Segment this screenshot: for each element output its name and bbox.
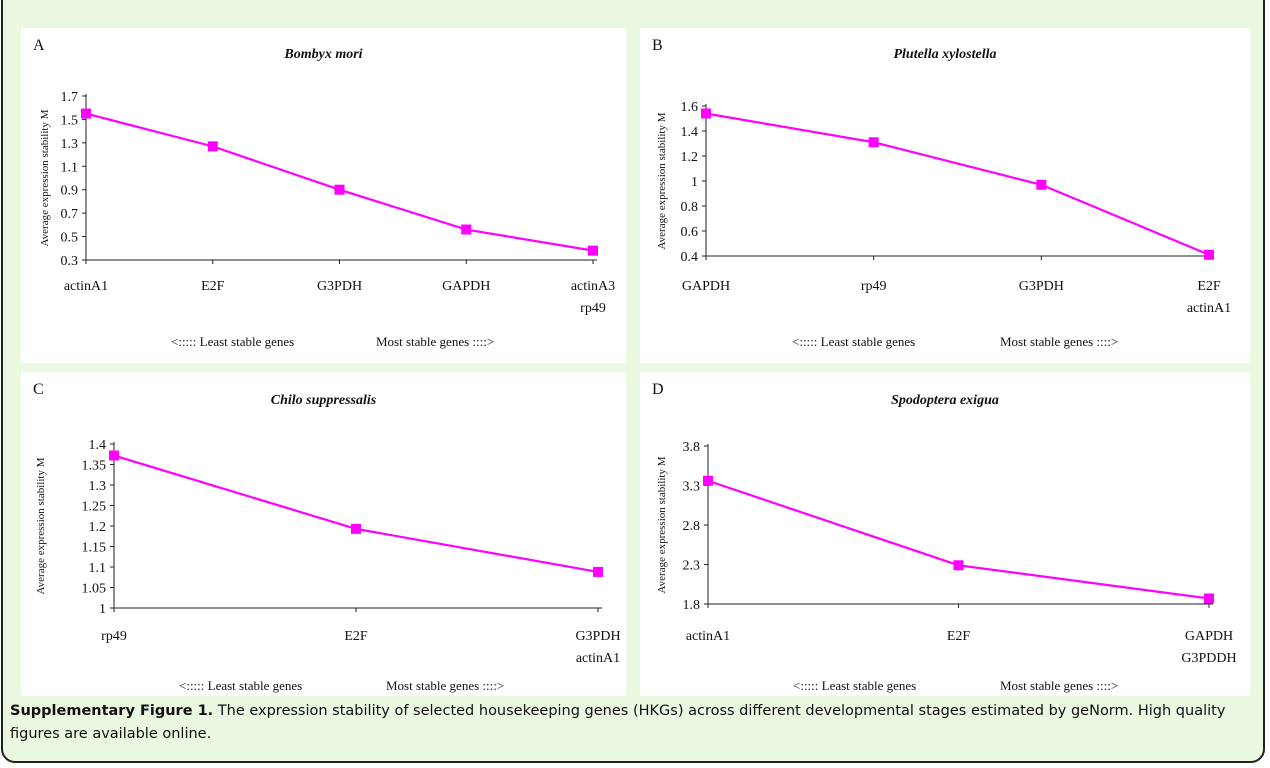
y-tick-label-d: 3.8 (683, 440, 701, 455)
data-point-b (1036, 179, 1047, 190)
most-stable-note-b: Most stable genes ::::> (1000, 334, 1118, 349)
y-axis-label-a: Average expression stability M (39, 109, 51, 246)
data-point-c (593, 566, 603, 577)
most-stable-note-c: Most stable genes ::::> (386, 678, 504, 693)
y-axis-label-c: Average expression stability M (35, 457, 47, 594)
y-tick-label-a: 0.3 (61, 254, 79, 269)
x-category-label-d: G3PDDH (1181, 651, 1236, 666)
chart-b-svg: B Plutella xylostella 0.4 0.6 0.8 1 1.2 1.4 1.6 A… (652, 37, 1231, 349)
y-tick-label-c: 1.3 (89, 479, 107, 494)
data-point-d (953, 560, 964, 571)
least-stable-note-a: <::::: Least stable genes (171, 334, 294, 349)
panel-letter-b: B (652, 37, 663, 54)
chart-panel-c: C Chilo suppressalis 1 1.05 1.1 1.15 1.2 1.25 1.… (21, 372, 626, 696)
x-category-label-b: rp49 (861, 279, 887, 294)
data-point-b (1204, 249, 1214, 260)
x-category-label-b: G3PDH (1019, 279, 1064, 294)
y-tick-label-b: 1.6 (681, 100, 699, 115)
y-tick-label-c: 1.35 (82, 459, 107, 474)
data-point-a (461, 224, 472, 235)
data-point-c (351, 523, 361, 534)
data-point-a (207, 141, 218, 152)
y-tick-label-d: 2.3 (683, 559, 701, 574)
y-tick-label-c: 1.4 (89, 438, 107, 453)
chart-d-svg: D Spodoptera exigua 1.8 2.3 2.8 3.3 3.8 Average… (652, 381, 1237, 693)
x-category-label-a: E2F (201, 279, 225, 294)
caption-label: Supplementary Figure 1. (10, 703, 214, 719)
least-stable-note-d: <::::: Least stable genes (793, 678, 916, 693)
x-category-label-b: actinA1 (1187, 301, 1231, 316)
data-point-a (334, 184, 345, 195)
x-category-label-c: E2F (344, 629, 368, 644)
chart-a-svg: A Bombyx mori 0.3 0.5 0.7 0.9 1.1 1.3 1.5 1.7 Aver… (33, 37, 615, 349)
figure-caption: Supplementary Figure 1. The expression s… (10, 700, 1255, 746)
panel-letter-c: C (33, 381, 44, 398)
most-stable-note-d: Most stable genes ::::> (1000, 678, 1118, 693)
y-tick-label-a: 1.1 (61, 160, 79, 175)
least-stable-note-b: <::::: Least stable genes (792, 334, 915, 349)
data-point-c (109, 450, 119, 461)
x-category-label-a: actinA3 (571, 279, 615, 294)
y-tick-label-c: 1.05 (82, 582, 107, 597)
series-line-a (85, 112, 594, 252)
caption-text: The expression stability of selected hou… (10, 703, 1226, 742)
y-tick-label-d: 3.3 (683, 480, 701, 495)
y-tick-label-c: 1.25 (82, 500, 107, 515)
panel-letter-a: A (33, 37, 45, 54)
data-point-d (703, 475, 713, 486)
y-tick-label-a: 0.9 (61, 184, 79, 199)
chart-title-a: Bombyx mori (283, 47, 362, 62)
most-stable-note-a: Most stable genes ::::> (376, 334, 494, 349)
x-category-label-a: actinA1 (64, 279, 108, 294)
data-point-d (1204, 593, 1214, 604)
y-tick-label-b: 1.4 (681, 125, 699, 140)
y-tick-label-c: 1.1 (89, 561, 107, 576)
x-category-label-a: G3PDH (317, 279, 362, 294)
series-line-b (705, 112, 1210, 256)
chart-panel-b: B Plutella xylostella 0.4 0.6 0.8 1 1.2 1.4 1.6 A… (640, 28, 1250, 363)
y-tick-label-b: 0.8 (681, 200, 699, 215)
y-tick-label-a: 1.5 (61, 113, 79, 128)
y-tick-label-c: 1.2 (89, 520, 107, 535)
x-category-label-a: GAPDH (442, 279, 490, 294)
data-point-a (588, 245, 598, 256)
data-point-b (701, 108, 711, 119)
x-category-label-b: E2F (1197, 279, 1221, 294)
y-tick-label-a: 1.3 (61, 137, 79, 152)
x-category-label-c: actinA1 (576, 651, 620, 666)
series-line-d (707, 479, 1210, 600)
y-tick-label-a: 1.7 (61, 90, 79, 105)
chart-title-b: Plutella xylostella (893, 47, 996, 62)
chart-panel-a: A Bombyx mori 0.3 0.5 0.7 0.9 1.1 1.3 1.5 1.7 Aver… (21, 28, 626, 363)
y-tick-label-c: 1.15 (82, 541, 107, 556)
y-tick-label-b: 1.2 (681, 150, 699, 165)
x-category-label-a: rp49 (580, 301, 606, 316)
y-tick-label-d: 2.8 (683, 519, 701, 534)
x-category-label-c: G3PDH (575, 629, 620, 644)
y-tick-label-b: 0.6 (681, 225, 699, 240)
y-tick-label-c: 1 (99, 602, 106, 617)
x-category-label-d: GAPDH (1185, 629, 1233, 644)
chart-title-d: Spodoptera exigua (891, 393, 999, 408)
x-category-label-b: GAPDH (682, 279, 730, 294)
y-tick-label-b: 1 (691, 175, 698, 190)
data-point-a (81, 108, 91, 119)
y-axis-label-b: Average expression stability M (656, 112, 668, 249)
panel-letter-d: D (652, 381, 664, 398)
y-tick-label-b: 0.4 (681, 250, 699, 265)
chart-title-c: Chilo suppressalis (271, 393, 377, 408)
chart-c-svg: C Chilo suppressalis 1 1.05 1.1 1.15 1.2 1.25 1.… (33, 381, 621, 693)
y-axis-label-d: Average expression stability M (656, 456, 668, 593)
x-category-label-d: E2F (947, 629, 971, 644)
series-line-c (113, 454, 599, 574)
least-stable-note-c: <::::: Least stable genes (179, 678, 302, 693)
y-tick-label-d: 1.8 (683, 598, 701, 613)
y-tick-label-a: 0.5 (61, 231, 79, 246)
x-category-label-d: actinA1 (686, 629, 730, 644)
data-point-b (868, 137, 879, 148)
y-tick-label-a: 0.7 (61, 207, 79, 222)
x-category-label-c: rp49 (101, 629, 127, 644)
chart-panel-d: D Spodoptera exigua 1.8 2.3 2.8 3.3 3.8 Average… (640, 372, 1250, 696)
